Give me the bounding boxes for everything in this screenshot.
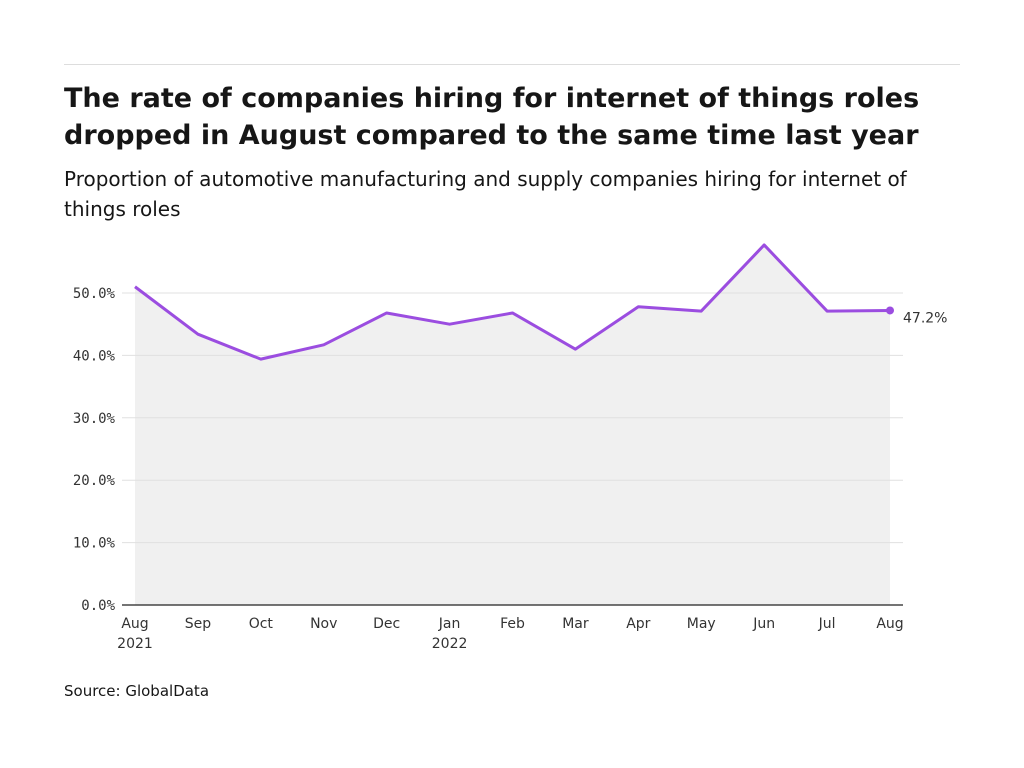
end-value-label: 47.2% xyxy=(903,310,947,326)
x-tick-label: Jan xyxy=(438,616,461,632)
source-note: Source: GlobalData xyxy=(64,682,210,700)
x-tick-year: 2022 xyxy=(432,636,468,652)
x-tick-label: Sep xyxy=(185,616,212,632)
end-point xyxy=(886,306,894,315)
chart-subtitle: Proportion of automotive manufacturing a… xyxy=(64,167,907,221)
x-tick-label: Feb xyxy=(500,616,525,632)
x-tick-label: Aug xyxy=(121,616,148,632)
y-tick-label: 50.0% xyxy=(73,286,116,302)
y-tick-label: 20.0% xyxy=(73,473,116,489)
x-tick-label: May xyxy=(687,616,716,632)
x-tick-label: Oct xyxy=(249,616,274,632)
x-tick-label: Aug xyxy=(876,616,903,632)
top-rule xyxy=(64,64,960,65)
area-fill xyxy=(135,244,890,605)
x-tick-label: Apr xyxy=(626,616,650,632)
y-tick-label: 30.0% xyxy=(73,411,116,427)
x-tick-label: Mar xyxy=(562,616,589,632)
x-tick-label: Jul xyxy=(818,616,836,632)
y-tick-label: 0.0% xyxy=(81,598,115,614)
y-tick-label: 40.0% xyxy=(73,348,116,364)
x-tick-year: 2021 xyxy=(117,636,153,652)
x-tick-label: Jun xyxy=(752,616,775,632)
x-tick-label: Dec xyxy=(373,616,400,632)
y-tick-label: 10.0% xyxy=(73,536,116,552)
series-line xyxy=(134,243,891,361)
x-tick-label: Nov xyxy=(310,616,337,632)
chart-title: The rate of companies hiring for interne… xyxy=(64,83,920,151)
